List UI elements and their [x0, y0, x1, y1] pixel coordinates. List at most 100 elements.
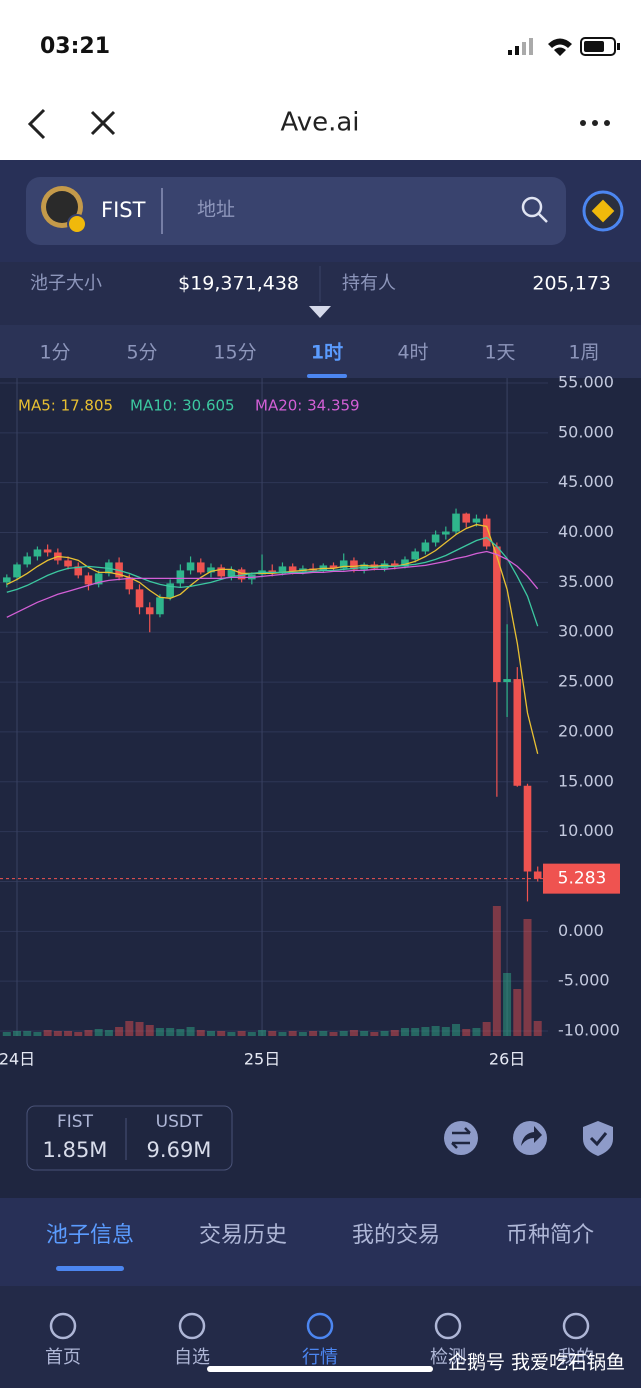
volume-bar	[23, 1031, 32, 1036]
volume-bar	[370, 1032, 379, 1036]
volume-bar	[94, 1029, 103, 1036]
candle-body	[503, 679, 511, 683]
candle-body	[339, 560, 348, 569]
share-icon[interactable]	[513, 1121, 547, 1155]
candle-body	[533, 871, 542, 879]
nav-icon[interactable]	[562, 1312, 590, 1340]
candle-body	[207, 567, 215, 573]
timeframe-tab[interactable]: 1周	[568, 342, 599, 364]
timeframe-tab[interactable]: 1时	[311, 342, 343, 364]
info-tab[interactable]: 交易历史	[199, 1223, 287, 1248]
more-button[interactable]	[580, 120, 610, 126]
nav-label[interactable]: 我的	[558, 1347, 594, 1368]
candle-body	[329, 565, 338, 569]
timeframe-tab[interactable]: 1分	[39, 342, 70, 364]
search-placeholder: 地址	[197, 199, 235, 221]
nav-icon[interactable]	[306, 1312, 334, 1340]
balance-token: USDT	[156, 1112, 203, 1132]
candle-body	[145, 607, 154, 615]
volume-bar	[360, 1031, 369, 1036]
volume-bar	[33, 1032, 42, 1036]
nav-label[interactable]: 首页	[45, 1347, 81, 1368]
info-tab[interactable]: 池子信息	[46, 1223, 134, 1248]
candle-body	[513, 679, 522, 786]
nav-label[interactable]: 检测	[430, 1347, 466, 1368]
timeframe-tab[interactable]: 4时	[397, 342, 428, 364]
nav-label[interactable]: 行情	[302, 1347, 338, 1368]
volume-bar	[217, 1031, 226, 1036]
info-tab[interactable]: 币种简介	[506, 1223, 594, 1248]
pool-value: $19,371,438	[178, 273, 299, 295]
y-tick-label: 35.000	[558, 572, 614, 591]
candle-body	[288, 566, 297, 572]
volume-bar	[411, 1028, 420, 1036]
candle-body	[74, 566, 83, 576]
nav-icon[interactable]	[178, 1312, 206, 1340]
x-tick-label: 24日	[0, 1050, 35, 1069]
volume-bar	[196, 1030, 205, 1036]
tabs-row	[0, 1198, 641, 1286]
holders-value: 205,173	[532, 273, 611, 295]
volume-bar	[288, 1031, 297, 1036]
search-icon[interactable]	[521, 196, 543, 218]
timeframe-tab[interactable]: 1天	[484, 342, 515, 364]
volume-bar	[125, 1021, 134, 1036]
candle-body	[43, 549, 52, 553]
volume-bar	[135, 1022, 144, 1036]
volume-bar	[523, 919, 532, 1036]
clock: 03:21	[40, 34, 110, 59]
candle-body	[217, 567, 225, 577]
volume-bar	[227, 1032, 236, 1036]
volume-bar	[43, 1030, 52, 1036]
volume-bar	[421, 1027, 430, 1036]
collapse-arrow[interactable]	[309, 306, 331, 318]
volume-bar	[84, 1030, 93, 1036]
info-tab[interactable]: 我的交易	[352, 1223, 440, 1248]
candle-body	[462, 513, 471, 523]
timeframe-tab[interactable]: 15分	[213, 342, 256, 364]
candle-body	[442, 531, 450, 535]
home-indicator	[207, 1366, 433, 1372]
x-tick-label: 25日	[244, 1050, 280, 1069]
volume-bar	[533, 1021, 542, 1036]
balance-amount: 9.69M	[147, 1138, 212, 1162]
volume-bar	[247, 1032, 256, 1036]
candle-body	[278, 566, 287, 574]
close-button[interactable]	[90, 110, 116, 136]
candle-body	[94, 573, 103, 585]
nav-icon[interactable]	[49, 1312, 77, 1340]
volume-bar	[441, 1027, 450, 1036]
candle-body	[166, 583, 174, 598]
volume-bar	[309, 1031, 318, 1036]
y-tick-label: 15.000	[558, 771, 614, 790]
volume-bar	[74, 1032, 83, 1036]
last-price-box	[543, 863, 620, 894]
y-tick-label: 10.000	[558, 821, 614, 840]
x-tick-label: 26日	[489, 1050, 525, 1069]
candle-body	[135, 589, 144, 608]
volume-bar	[186, 1027, 195, 1036]
candle-body	[421, 542, 430, 552]
volume-bar	[104, 1030, 113, 1036]
volume-bar	[13, 1031, 21, 1036]
nav-label[interactable]: 自选	[174, 1347, 210, 1368]
candle-body	[176, 570, 185, 584]
timeframe-tab[interactable]: 5分	[126, 342, 157, 364]
volume-bar	[482, 1022, 491, 1036]
swap-icon[interactable]	[444, 1121, 478, 1155]
ma-line	[6, 550, 539, 618]
volume-bar	[115, 1027, 124, 1036]
ma-line	[6, 536, 539, 627]
candle-body	[350, 560, 358, 570]
volume-bar	[329, 1032, 338, 1036]
candle-body	[33, 549, 42, 557]
back-button[interactable]	[27, 108, 46, 140]
shield-icon[interactable]	[583, 1121, 613, 1156]
search-box[interactable]	[26, 177, 566, 245]
volume-bar	[472, 1028, 481, 1036]
volume-bar	[349, 1030, 358, 1036]
volume-bar	[166, 1028, 175, 1036]
legend-entry: MA20: 34.359	[255, 397, 360, 415]
nav-icon[interactable]	[434, 1312, 462, 1340]
